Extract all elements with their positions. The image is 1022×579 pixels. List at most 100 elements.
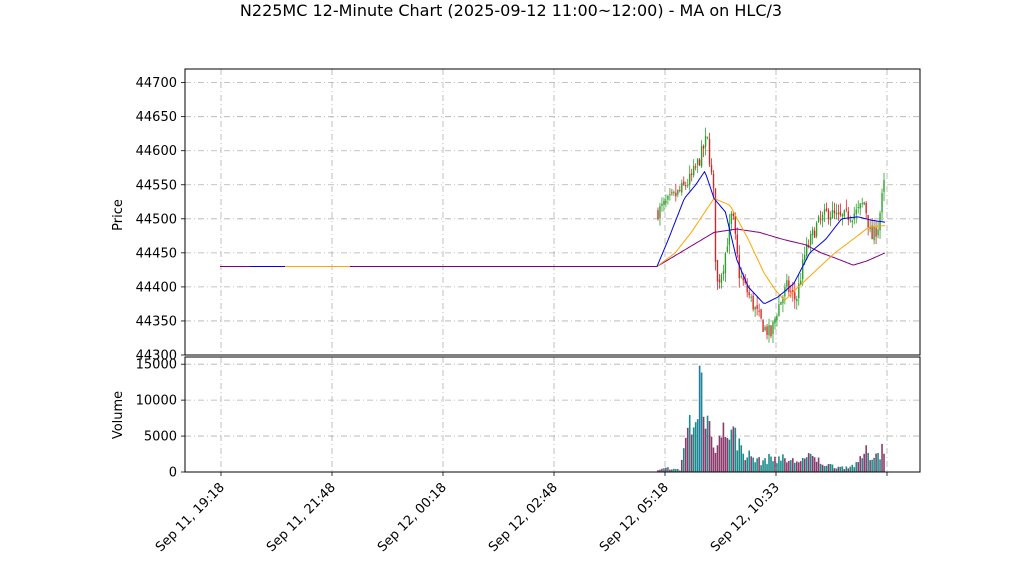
candle-body — [675, 192, 677, 197]
volume-bar — [690, 434, 693, 472]
volume-bar — [716, 445, 719, 472]
candle-body — [696, 159, 699, 166]
volume-tick-label: 10000 — [136, 394, 177, 409]
candle-body — [851, 220, 853, 222]
volume-bar — [829, 463, 832, 472]
volume-bar — [801, 458, 804, 472]
candle-body — [792, 290, 794, 293]
price-tick-label: 44300 — [136, 349, 177, 364]
volume-bar — [764, 458, 766, 472]
volume-bar — [766, 464, 768, 472]
candle-body — [831, 209, 834, 219]
volume-bar — [875, 453, 877, 472]
volume-bar — [797, 462, 800, 472]
candle-body — [691, 173, 693, 175]
volume-bar — [762, 460, 764, 472]
price-panel: 44300 44350 44400 44450 44500 44550 44600 44650… — [136, 68, 921, 364]
volume-panel-frame — [184, 356, 921, 473]
volume-bar — [784, 458, 786, 472]
volume-bar — [720, 437, 723, 472]
volume-bar — [730, 429, 733, 472]
candle-body — [809, 233, 812, 245]
candle-body — [663, 201, 665, 205]
candle-body — [855, 209, 857, 215]
volume-axis-label: Volume — [111, 391, 126, 439]
volume-bar — [704, 428, 707, 472]
ma-fast-line — [656, 170, 886, 304]
candle-body — [712, 173, 715, 189]
volume-bar — [809, 453, 812, 472]
candle-body — [718, 279, 721, 283]
candle-body — [798, 283, 800, 299]
price-tick-label: 44350 — [136, 314, 177, 329]
volume-bar — [661, 468, 663, 472]
candle-body — [790, 291, 792, 293]
candle-body — [873, 226, 875, 241]
candle-body — [778, 304, 780, 316]
candle-body — [833, 210, 836, 213]
candle-body — [681, 183, 683, 193]
candle-body — [657, 210, 659, 219]
volume-bar — [682, 448, 685, 472]
candle-body — [706, 136, 709, 138]
volume-bar — [679, 470, 681, 472]
volume-bar — [847, 468, 850, 472]
candle-body — [766, 326, 768, 336]
candle-body — [762, 319, 764, 332]
candle-body — [722, 271, 725, 274]
volume-bar — [688, 415, 691, 472]
candle-body — [823, 209, 826, 215]
candle-body — [694, 166, 697, 168]
volume-bar — [855, 462, 858, 472]
candle-body — [752, 295, 754, 310]
candle-body — [772, 322, 774, 335]
candle-body — [764, 327, 766, 331]
candle-body — [827, 210, 830, 220]
candle-body — [821, 214, 824, 221]
candle-body — [740, 276, 742, 278]
candle-body — [857, 207, 859, 209]
price-tick-label: 44450 — [136, 246, 177, 261]
volume-bar — [853, 467, 856, 472]
volume-bar — [714, 452, 717, 472]
volume-bar — [867, 452, 869, 472]
volume-bar — [770, 456, 772, 472]
volume-bar — [710, 436, 713, 472]
candle-body — [671, 192, 673, 194]
candle-body — [859, 203, 861, 209]
volume-bar — [726, 438, 729, 472]
volume-bar — [823, 466, 826, 472]
candle-body — [726, 246, 729, 253]
candle-body — [811, 229, 814, 236]
ma-slow-line — [656, 228, 886, 267]
volume-bar — [871, 459, 873, 472]
candle-body — [861, 202, 863, 204]
volume-bar — [772, 461, 774, 472]
volume-bar — [774, 456, 776, 472]
volume-bar — [740, 445, 743, 472]
candle-body — [853, 213, 855, 220]
volume-bar — [669, 469, 671, 472]
volume-bar — [768, 453, 770, 472]
price-panel-frame — [184, 68, 921, 356]
candle-body — [677, 189, 679, 195]
candle-body — [669, 194, 671, 196]
candle-body — [673, 191, 675, 194]
candle-body — [780, 301, 782, 305]
volume-bar — [793, 462, 796, 472]
candle-body — [708, 138, 711, 165]
candle-body — [710, 164, 713, 173]
volume-bar — [805, 457, 808, 472]
volume-bar — [692, 427, 695, 472]
volume-bar — [877, 452, 879, 472]
price-tick-label: 44400 — [136, 280, 177, 295]
volume-bar — [659, 469, 661, 472]
price-tick-label: 44650 — [136, 110, 177, 125]
volume-bar — [750, 456, 752, 472]
chart-title: N225MC 12-Minute Chart (2025-09-12 11:00… — [240, 1, 782, 20]
candle-body — [867, 215, 869, 228]
volume-bar — [756, 458, 758, 472]
volume-bar — [778, 456, 780, 472]
candle-body — [665, 201, 667, 203]
